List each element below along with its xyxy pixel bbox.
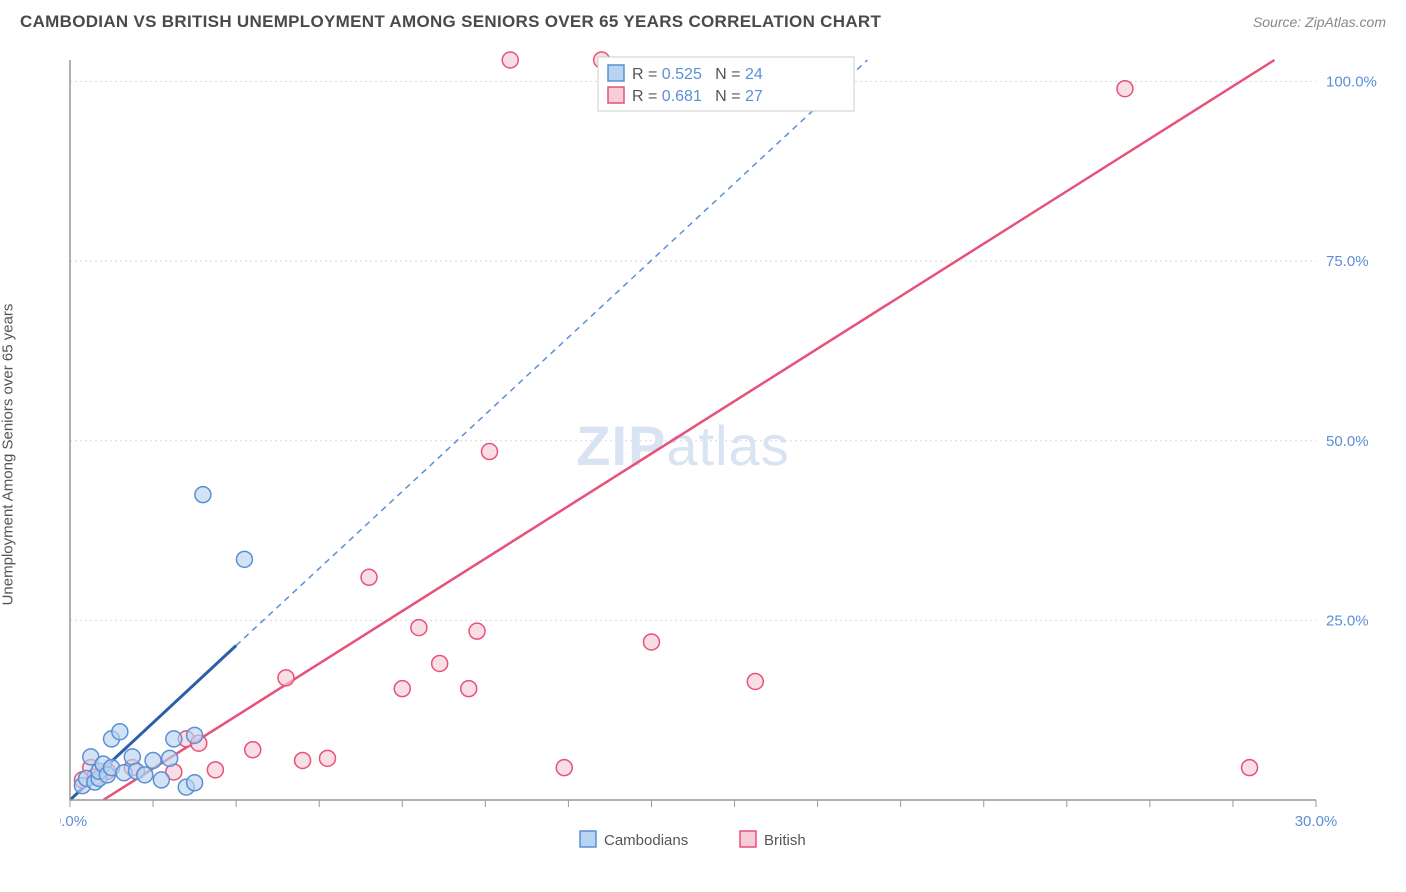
british-swatch-icon [608, 87, 624, 103]
cambodians-point [112, 724, 128, 740]
scatter-chart: 25.0% 50.0% 75.0% 100.0% ZIPatlas 0.0% 30.0% R … [60, 50, 1386, 850]
x-tick-label: 30.0% [1295, 813, 1338, 830]
british-point [207, 762, 223, 778]
cambodians-point [187, 775, 203, 791]
british-point [295, 752, 311, 768]
british-point [502, 52, 518, 68]
cambodians-trend-dashed [236, 60, 867, 646]
british-point [320, 750, 336, 766]
cambodians-swatch-icon [608, 65, 624, 81]
cambodians-point [153, 772, 169, 788]
y-axis-label: Unemployment Among Seniors over 65 years [0, 304, 17, 606]
british-point [245, 742, 261, 758]
y-tick-label: 50.0% [1326, 433, 1369, 450]
cambodians-point [124, 749, 140, 765]
british-point [469, 623, 485, 639]
legend-british-swatch-icon [740, 831, 756, 847]
british-point [556, 760, 572, 776]
british-point [1117, 81, 1133, 97]
british-stats: R = 0.681 N = 27 [632, 88, 763, 105]
cambodians-point [145, 752, 161, 768]
cambodians-point [236, 551, 252, 567]
british-point [361, 569, 377, 585]
british-point [643, 634, 659, 650]
source-attribution: Source: ZipAtlas.com [1253, 14, 1386, 30]
watermark: ZIPatlas [576, 414, 789, 477]
y-tick-label: 25.0% [1326, 612, 1369, 629]
legend-british-label: British [764, 832, 806, 849]
cambodians-point [187, 727, 203, 743]
cambodians-point [166, 731, 182, 747]
british-point [278, 670, 294, 686]
cambodians-stats: R = 0.525 N = 24 [632, 66, 763, 83]
british-point [394, 681, 410, 697]
british-point [1242, 760, 1258, 776]
legend-cambodians-swatch-icon [580, 831, 596, 847]
cambodians-point [162, 750, 178, 766]
legend-cambodians-label: Cambodians [604, 832, 688, 849]
british-point [432, 655, 448, 671]
british-point [481, 444, 497, 460]
y-tick-label: 100.0% [1326, 74, 1377, 91]
british-point [747, 673, 763, 689]
x-tick-label: 0.0% [60, 813, 87, 830]
british-point [411, 620, 427, 636]
y-tick-label: 75.0% [1326, 253, 1369, 270]
chart-svg: 25.0% 50.0% 75.0% 100.0% ZIPatlas 0.0% 30.0% R … [60, 50, 1386, 850]
british-point [461, 681, 477, 697]
british-trend-line [103, 60, 1274, 800]
cambodians-point [195, 487, 211, 503]
cambodians-point [137, 767, 153, 783]
chart-title: CAMBODIAN VS BRITISH UNEMPLOYMENT AMONG … [20, 12, 881, 32]
